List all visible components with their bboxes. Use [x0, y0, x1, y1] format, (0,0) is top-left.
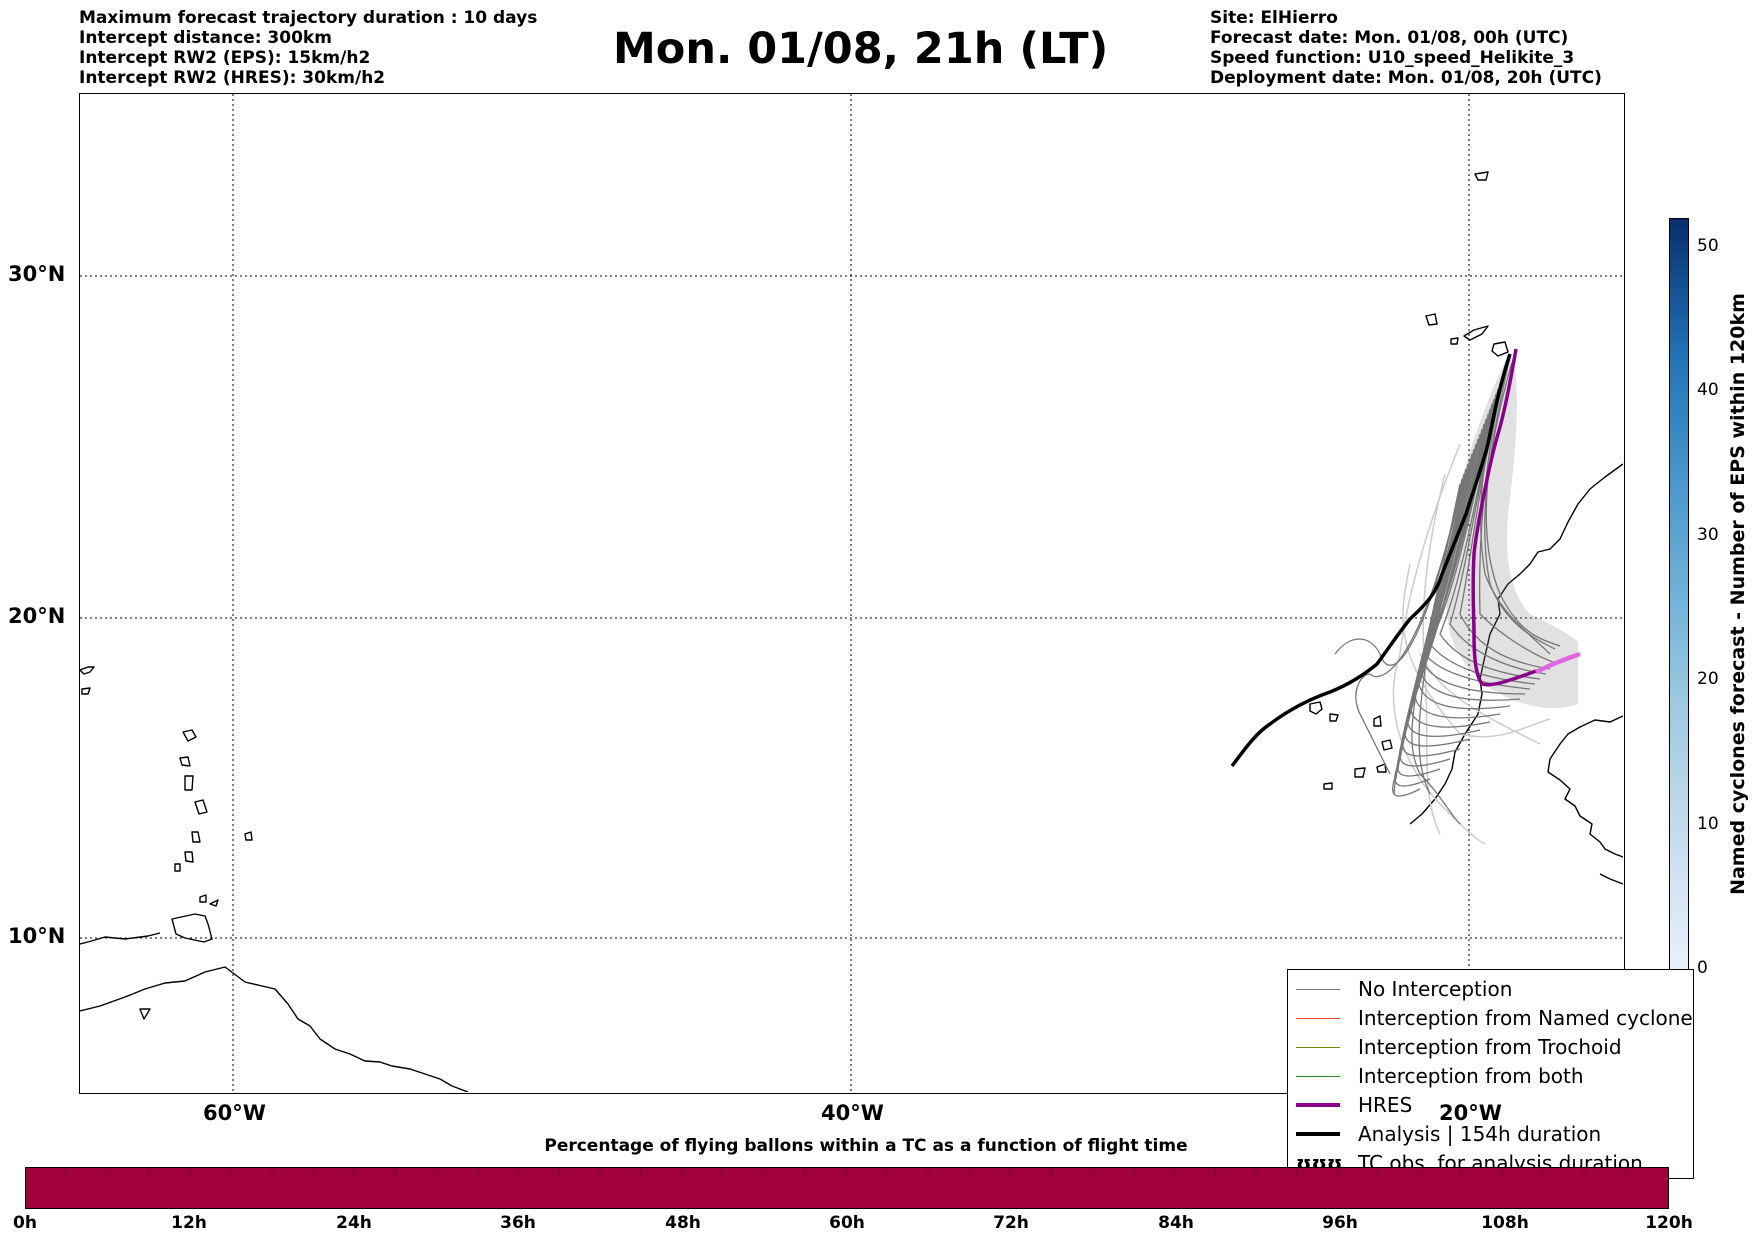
flight-time-tick: 36h	[500, 1213, 536, 1233]
flight-time-tick: 72h	[993, 1213, 1029, 1233]
colorbar-right-label: Named cyclones forecast - Number of EPS …	[1727, 293, 1749, 895]
canary-2	[1450, 337, 1459, 345]
legend-item-named-cyclone: Interception from Named cyclone	[1296, 1004, 1693, 1032]
grenada	[199, 894, 207, 903]
map-canvas	[80, 94, 1623, 1092]
forecast-date-text: Forecast date: Mon. 01/08, 00h (UTC)	[1210, 28, 1569, 48]
antilles-4	[179, 756, 191, 767]
eps-ensemble-envelope	[1445, 364, 1578, 709]
flight-time-tick: 12h	[171, 1213, 207, 1233]
flight-time-tick: 60h	[829, 1213, 865, 1233]
lon-label-20w: 20°W	[1439, 1101, 1502, 1125]
legend-swatch-orange	[1296, 1017, 1340, 1019]
legend-label: HRES	[1358, 1093, 1413, 1117]
map-panel: No Interception Interception from Named …	[79, 93, 1694, 1179]
header-right-info: Site: ElHierro Forecast date: Mon. 01/08…	[1210, 8, 1602, 88]
header-left-info: Maximum forecast trajectory duration : 1…	[79, 8, 537, 88]
antilles-5	[184, 775, 194, 791]
senegal-coast	[1547, 715, 1623, 858]
map-gridlines	[80, 94, 1623, 1092]
trinidad	[171, 913, 213, 943]
antilles-6	[194, 799, 208, 815]
guyana-coast-island	[139, 1008, 151, 1020]
canary-1	[1425, 313, 1438, 326]
colorbar-tick: 0	[1697, 958, 1708, 978]
antilles-9	[174, 863, 181, 872]
lon-label-60w: 60°W	[203, 1101, 266, 1125]
legend-item-both: Interception from both	[1296, 1062, 1584, 1090]
max-duration-text: Maximum forecast trajectory duration : 1…	[79, 8, 538, 28]
colorbar-tick: 20	[1697, 669, 1719, 689]
map-legend: No Interception Interception from Named …	[1287, 969, 1694, 1179]
africa-coast	[1409, 463, 1623, 825]
legend-label: No Interception	[1358, 977, 1513, 1001]
legend-label: Analysis | 154h duration	[1358, 1122, 1602, 1146]
guinea-coast	[1599, 873, 1623, 885]
colorbar-tick: 40	[1697, 380, 1719, 400]
flight-time-tick: 108h	[1481, 1213, 1529, 1233]
speed-function-text: Speed function: U10_speed_Helikite_3	[1210, 48, 1575, 68]
legend-swatch-grey	[1296, 988, 1340, 990]
flight-time-tick: 120h	[1645, 1213, 1693, 1233]
lat-label-30n: 30°N	[8, 262, 66, 286]
lat-label-10n: 10°N	[8, 924, 66, 948]
legend-item-hres: HRES	[1296, 1091, 1412, 1119]
hres-track	[1471, 348, 1537, 687]
colorbar-tick: 10	[1697, 814, 1719, 834]
coastlines	[80, 171, 1623, 1092]
canary-4	[1491, 341, 1509, 357]
flight-time-tick: 48h	[665, 1213, 701, 1233]
legend-label: Interception from Named cyclone	[1358, 1006, 1693, 1030]
legend-swatch-green	[1296, 1075, 1340, 1077]
capeverde-4	[1381, 739, 1393, 751]
intercept-distance-text: Intercept distance: 300km	[79, 28, 332, 48]
flight-time-tick: 24h	[336, 1213, 372, 1233]
hres-track-highlight	[1534, 651, 1581, 675]
deployment-date-text: Deployment date: Mon. 01/08, 20h (UTC)	[1210, 68, 1602, 88]
colorbar-tick: 30	[1697, 525, 1719, 545]
page-title: Mon. 01/08, 21h (LT)	[613, 24, 1109, 74]
flight-time-tick: 0h	[13, 1213, 37, 1233]
lat-label-20n: 20°N	[8, 604, 66, 628]
analysis-track	[1230, 353, 1512, 768]
tobago	[209, 899, 219, 907]
intercept-hres-text: Intercept RW2 (HRES): 30km/h2	[79, 68, 386, 88]
legend-item-analysis: Analysis | 154h duration	[1296, 1120, 1601, 1148]
antilles-7	[191, 831, 201, 843]
venezuela-east	[80, 932, 161, 945]
flight-time-colorbar	[25, 1167, 1669, 1209]
flight-time-colorbar-title: Percentage of flying ballons within a TC…	[544, 1136, 1188, 1156]
antilles-2	[81, 687, 91, 695]
legend-label: Interception from Trochoid	[1358, 1035, 1622, 1059]
legend-swatch-black	[1296, 1132, 1340, 1136]
capeverde-1	[1309, 701, 1323, 715]
barbados	[244, 831, 253, 841]
legend-swatch-olive	[1296, 1046, 1340, 1048]
madeira	[1474, 171, 1489, 181]
site-text: Site: ElHierro	[1210, 8, 1338, 28]
legend-item-no-interception: No Interception	[1296, 975, 1512, 1003]
capeverde-2	[1329, 713, 1339, 722]
flight-time-tick: 96h	[1322, 1213, 1358, 1233]
antilles-8	[184, 851, 194, 863]
capeverde-6	[1376, 763, 1387, 773]
legend-swatch-purple	[1296, 1103, 1340, 1107]
lon-label-40w: 40°W	[821, 1101, 884, 1125]
capeverde-3	[1373, 715, 1382, 727]
eps-count-colorbar	[1669, 218, 1689, 970]
antilles-1	[80, 666, 95, 675]
canary-3	[1463, 325, 1489, 341]
legend-item-trochoid: Interception from Trochoid	[1296, 1033, 1622, 1061]
south-america-coast	[80, 966, 469, 1092]
colorbar-tick: 50	[1697, 236, 1719, 256]
flight-time-tick: 84h	[1158, 1213, 1194, 1233]
capeverde-7	[1323, 782, 1333, 790]
antilles-3	[182, 729, 197, 742]
intercept-eps-text: Intercept RW2 (EPS): 15km/h2	[79, 48, 371, 68]
colorbar-segment-lines	[66, 1168, 1626, 1174]
legend-label: Interception from both	[1358, 1064, 1584, 1088]
capeverde-5	[1354, 767, 1366, 778]
